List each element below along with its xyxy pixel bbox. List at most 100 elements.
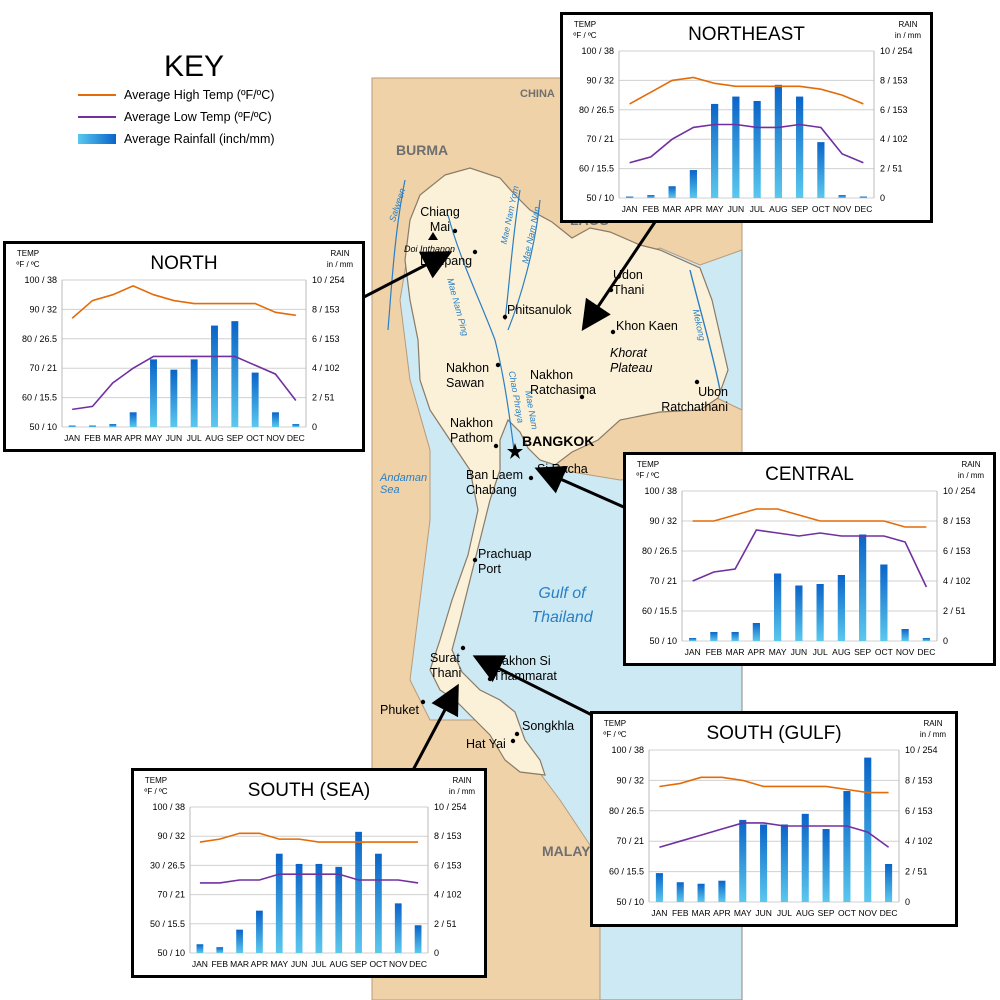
chart-svg: SOUTH (SEA) TEMP ºF / ºC RAIN in / mm 100 / 3… [144, 776, 476, 969]
city-label: Hat Yai [466, 737, 506, 751]
rain-tick-label: 6 / 153 [943, 546, 971, 556]
water-label-gulf: Gulf of Thailand [531, 585, 593, 626]
rainfall-bar [668, 186, 676, 198]
rainfall-bar [414, 925, 422, 953]
month-label: APR [124, 433, 141, 443]
month-label: OCT [875, 647, 893, 657]
temp-tick-label: 80 / 26.5 [609, 806, 644, 816]
rainfall-bar [885, 864, 893, 902]
city-label: Surat Thani [430, 651, 462, 680]
temp-tick-label: 80 / 26.5 [579, 105, 614, 115]
rain-tick-label: 6 / 153 [312, 334, 340, 344]
chart-central: CENTRAL TEMP ºF / ºC RAIN in / mm 100 / 38 10 … [623, 452, 996, 666]
low-temp-line [72, 355, 297, 411]
temp-tick-label: 80 / 26.5 [642, 546, 677, 556]
rain-axis-unit: in / mm [958, 471, 985, 480]
chart-svg: NORTH TEMP ºF / ºC RAIN in / mm 100 / 38 10 / … [16, 249, 354, 443]
rain-axis-label: RAIN [898, 20, 917, 29]
city-label: Si Racha [537, 462, 588, 476]
rainfall-bar [732, 96, 740, 198]
river-ping [447, 214, 515, 451]
river-yom [504, 189, 521, 321]
month-label: JUN [291, 959, 308, 969]
rainfall-bar [817, 142, 825, 198]
rainfall-bar [196, 944, 204, 953]
city-label: Phuket [380, 703, 419, 717]
high-temp-line [692, 508, 927, 528]
temp-tick-label: 70 / 21 [157, 890, 185, 900]
rainfall-bar [211, 325, 218, 427]
rainfall-bar [355, 831, 362, 953]
rainfall-bar [689, 170, 697, 198]
temp-tick-label: 80 / 26.5 [22, 334, 57, 344]
legend-key: KEY Average High Temp (ºF/ºC) Average Lo… [78, 50, 318, 150]
rain-tick-label: 10 / 254 [943, 486, 976, 496]
month-label: SEP [350, 959, 367, 969]
month-label: MAR [663, 204, 682, 214]
rainfall-bar [109, 424, 117, 427]
month-label: JUL [813, 647, 828, 657]
month-label: DEC [287, 433, 305, 443]
key-rain-label: Average Rainfall (inch/mm) [124, 132, 275, 146]
temp-axis-unit: ºF / ºC [16, 260, 39, 269]
rain-axis-unit: in / mm [895, 31, 922, 40]
month-label: OCT [812, 204, 830, 214]
month-label: OCT [246, 433, 264, 443]
temp-tick-label: 90 / 32 [29, 304, 57, 314]
temp-tick-label: 50 / 15.5 [150, 919, 185, 929]
month-label: JAN [622, 204, 638, 214]
rain-tick-label: 2 / 51 [943, 606, 966, 616]
month-label: JUN [728, 204, 745, 214]
rain-tick-label: 10 / 254 [434, 802, 467, 812]
temp-axis-label: TEMP [145, 776, 167, 785]
month-label: MAR [692, 908, 711, 918]
water-label-andaman: Andaman Sea [380, 472, 428, 496]
mountain-marker [428, 232, 438, 240]
month-label: AUG [832, 647, 850, 657]
month-label: DEC [409, 959, 427, 969]
city-label: Chiang Mai [420, 205, 460, 234]
chart-title: SOUTH (SEA) [248, 780, 370, 801]
rain-tick-label: 0 [880, 193, 885, 203]
rainfall-bar [231, 321, 239, 427]
rainfall-bar [760, 824, 768, 902]
rain-tick-label: 0 [434, 948, 439, 958]
city-label: Nakhon Ratchasima [530, 368, 596, 397]
rainfall-bar [272, 412, 279, 427]
country-label-china: CHINA [520, 88, 555, 100]
temp-tick-label: 90 / 32 [586, 75, 614, 85]
rainfall-bar [816, 584, 824, 641]
rainfall-bar [150, 359, 157, 427]
rain-axis-unit: in / mm [327, 260, 354, 269]
month-label: JAN [685, 647, 701, 657]
month-label: SEP [791, 204, 808, 214]
high-temp-swatch [78, 94, 116, 96]
chart-svg: CENTRAL TEMP ºF / ºC RAIN in / mm 100 / 38 10 … [636, 460, 985, 657]
rain-tick-label: 10 / 254 [312, 275, 345, 285]
month-label: AUG [205, 433, 223, 443]
rainfall-bar [718, 880, 726, 902]
key-high-label: Average High Temp (ºF/ºC) [124, 88, 275, 102]
rainfall-bar [822, 829, 830, 902]
key-row-high: Average High Temp (ºF/ºC) [78, 84, 318, 106]
month-label: NOV [896, 647, 915, 657]
month-label: FEB [672, 908, 689, 918]
rain-axis-unit: in / mm [449, 787, 476, 796]
rain-tick-label: 8 / 153 [943, 516, 971, 526]
rain-tick-label: 10 / 254 [905, 745, 938, 755]
temp-axis-label: TEMP [574, 20, 596, 29]
temp-axis-label: TEMP [17, 249, 39, 258]
rainfall-bar [697, 883, 705, 902]
rainfall-bar [394, 903, 402, 953]
rain-tick-label: 0 [312, 422, 317, 432]
river-mekong [689, 269, 721, 391]
chart-south-gulf: SOUTH (GULF) TEMP ºF / ºC RAIN in / mm 100 / … [590, 711, 958, 927]
month-label: JAN [64, 433, 80, 443]
month-label: JUN [791, 647, 808, 657]
rain-tick-label: 2 / 51 [880, 164, 903, 174]
chart-south-sea: SOUTH (SEA) TEMP ºF / ºC RAIN in / mm 100 / 3… [131, 768, 487, 978]
temp-tick-label: 60 / 15.5 [642, 606, 677, 616]
temp-tick-label: 70 / 21 [649, 576, 677, 586]
rain-axis-label: RAIN [452, 776, 471, 785]
rainfall-bar [129, 412, 137, 427]
